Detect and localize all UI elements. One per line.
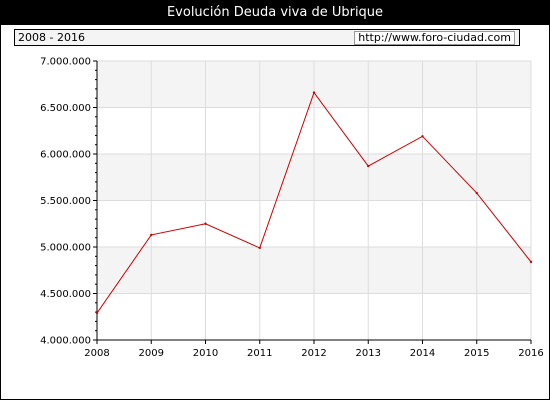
- x-tick-label: 2013: [356, 348, 381, 359]
- x-tick-label: 2012: [301, 348, 326, 359]
- y-tick-label: 6.000.000: [40, 150, 91, 161]
- x-tick-label: 2016: [518, 348, 543, 359]
- x-tick-label: 2011: [247, 348, 272, 359]
- data-point: [258, 246, 261, 250]
- y-tick-label: 5.500.000: [40, 196, 91, 207]
- chart-title: Evolución Deuda viva de Ubrique: [1, 1, 549, 25]
- x-tick-label: 2009: [139, 348, 164, 359]
- period-label: 2008 - 2016: [18, 31, 85, 44]
- data-point: [367, 164, 370, 168]
- y-tick-label: 6.500.000: [40, 103, 91, 114]
- x-tick-label: 2014: [410, 348, 435, 359]
- info-bar: 2008 - 2016 http://www.foro-ciudad.com: [14, 29, 520, 46]
- y-tick-label: 4.000.000: [40, 336, 91, 347]
- data-point: [421, 135, 424, 138]
- data-point: [529, 260, 533, 264]
- x-tick-label: 2008: [84, 348, 109, 359]
- data-point: [204, 222, 207, 225]
- data-point: [475, 191, 478, 195]
- y-tick-label: 5.000.000: [40, 243, 91, 254]
- source-url[interactable]: http://www.foro-ciudad.com: [354, 31, 515, 45]
- x-tick-label: 2010: [193, 348, 218, 359]
- data-point: [95, 311, 99, 315]
- x-tick-label: 2015: [464, 348, 489, 359]
- y-tick-label: 7.000.000: [40, 57, 91, 68]
- data-point: [150, 233, 153, 237]
- y-tick-label: 4.500.000: [40, 289, 91, 300]
- data-point: [312, 91, 316, 94]
